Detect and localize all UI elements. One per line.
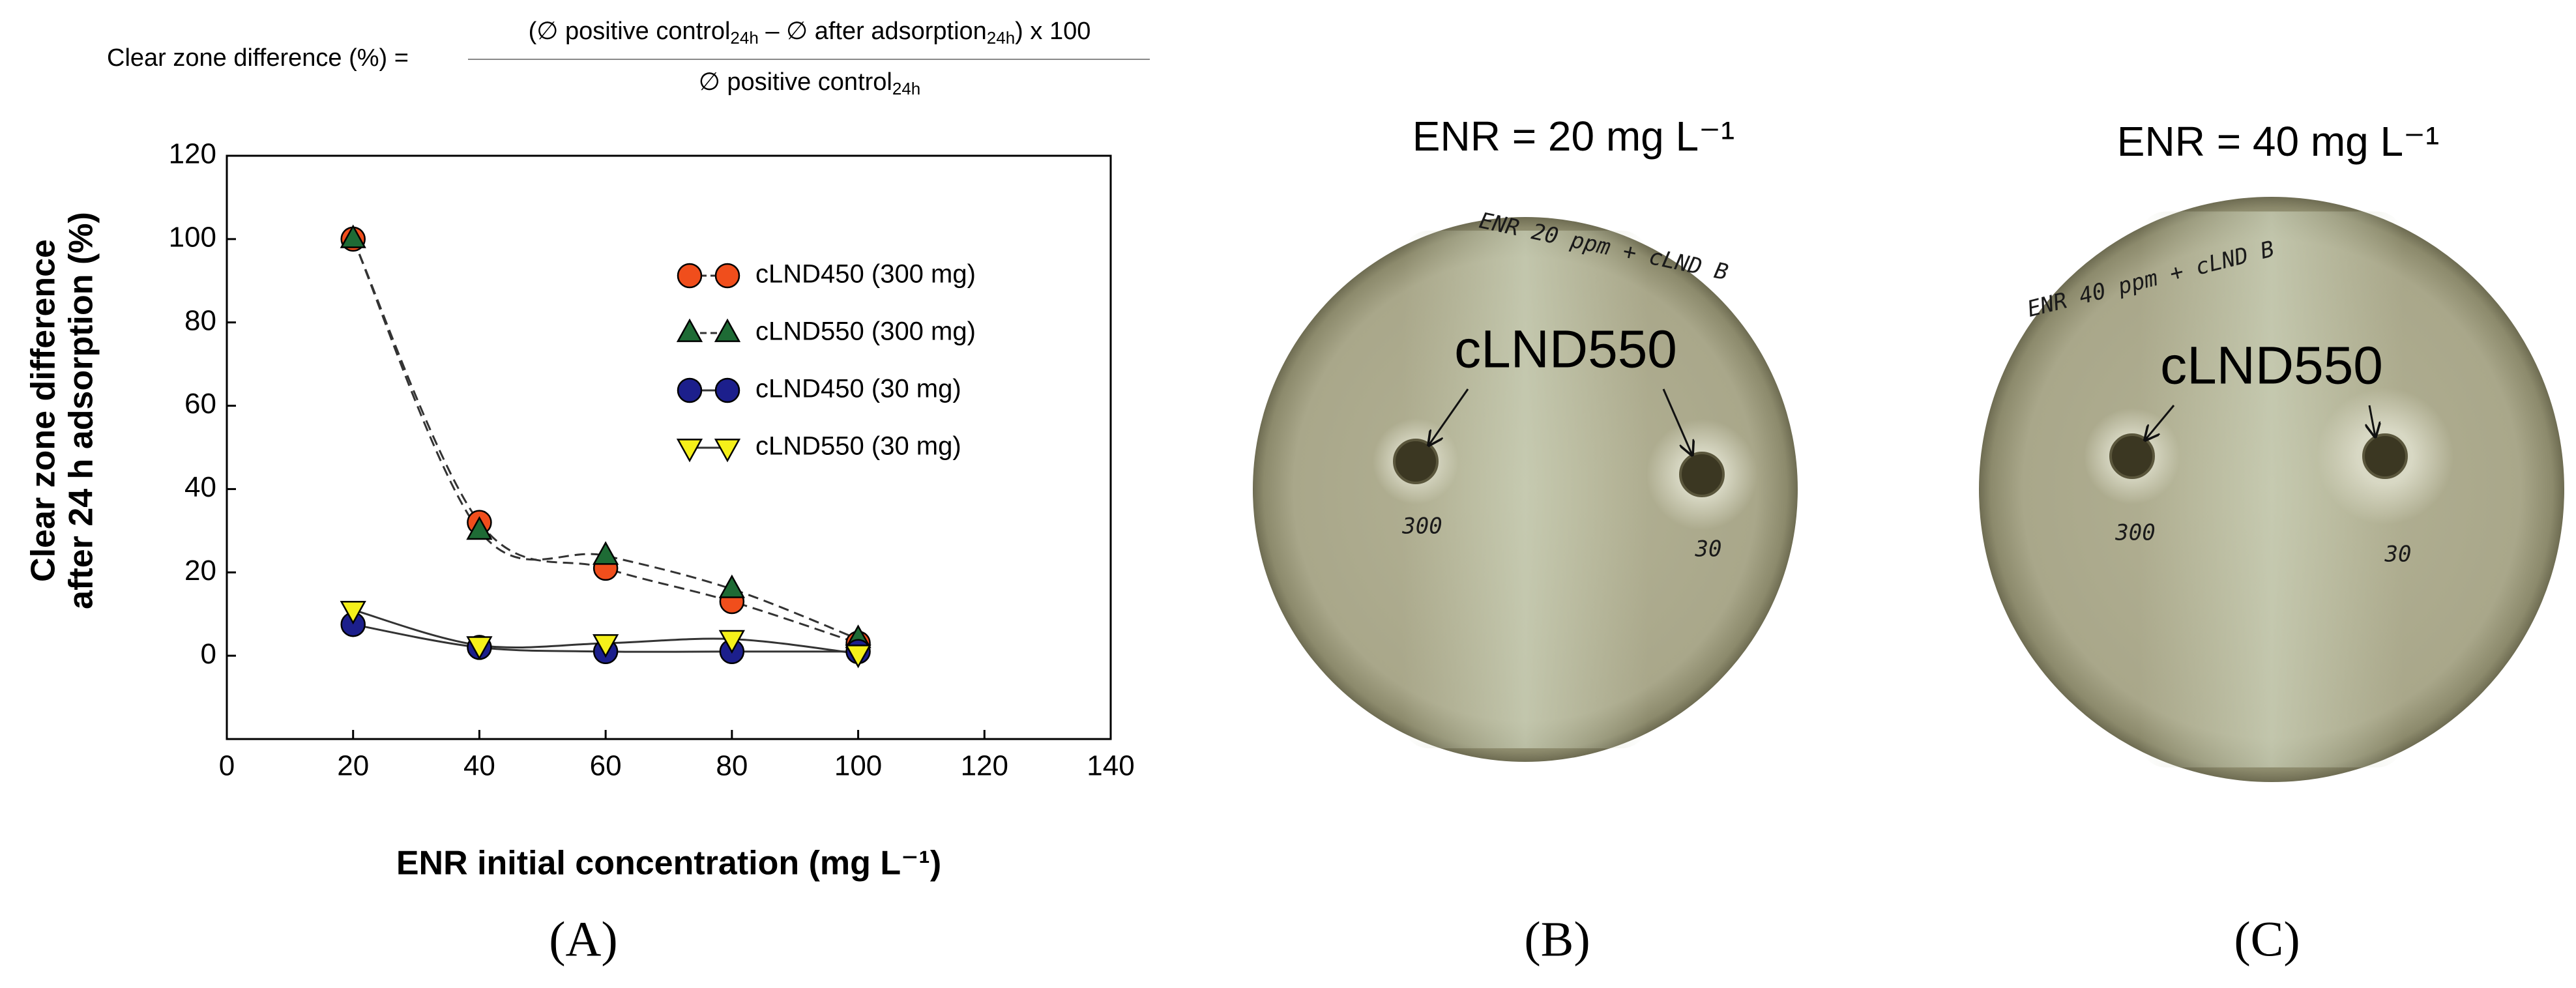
formula-part: ) x 100	[1015, 18, 1090, 45]
point	[714, 263, 740, 289]
plot-frame	[226, 154, 1112, 740]
point	[677, 263, 703, 289]
arrow	[1662, 388, 1692, 455]
formula-sub: 24h	[730, 28, 758, 48]
legend-label: cLND450 (30 mg)	[755, 375, 961, 403]
line-chart: 0 20 40 60 80 100 120 0 20 40 60 80 100 120 140 ENR ini…	[25, 138, 1135, 882]
plate-stripe	[2139, 211, 2404, 768]
photo-title: ENR = 20 mg L⁻¹	[1412, 113, 1734, 160]
handwriting: 30	[2384, 542, 2412, 568]
point	[593, 541, 619, 565]
y-tick-label: 80	[184, 304, 216, 336]
well	[2109, 433, 2155, 479]
point	[714, 377, 740, 403]
point	[340, 224, 366, 248]
photo-label: cLND550	[2160, 336, 2383, 396]
y-tick-label: 60	[184, 388, 216, 420]
formula-numerator: (∅ positive control24h – ∅ after adsorpt…	[529, 18, 1091, 48]
formula-denominator: ∅ positive control24h	[699, 68, 921, 98]
arrow	[2145, 405, 2175, 440]
x-axis-label: ENR initial concentration (mg L⁻¹)	[396, 845, 941, 882]
point	[845, 645, 871, 669]
x-tick-label: 100	[834, 750, 882, 782]
y-tick-label: 20	[184, 555, 216, 587]
point	[676, 318, 703, 342]
y-tick-label: 100	[169, 221, 216, 253]
handwriting: 300	[2115, 520, 2155, 546]
formula-part: – ∅ after adsorption	[759, 18, 987, 45]
plate-stripe	[1402, 230, 1648, 749]
legend-label: cLND550 (30 mg)	[755, 432, 961, 461]
point	[718, 630, 745, 654]
y-tick-label: 0	[201, 638, 216, 670]
x-tick-label: 60	[590, 750, 622, 782]
legend-label: cLND450 (300 mg)	[755, 260, 976, 289]
formula-sub: 24h	[892, 79, 920, 98]
y-tick-label: 40	[184, 471, 216, 503]
x-tick-label: 140	[1087, 750, 1134, 782]
arrow	[1429, 388, 1469, 445]
panel-label: (A)	[549, 912, 618, 966]
formula-part: ∅ positive control	[699, 68, 892, 96]
point	[718, 574, 745, 598]
point	[466, 516, 493, 540]
point	[466, 636, 493, 660]
point	[340, 600, 366, 625]
well	[2362, 433, 2408, 479]
y-axis-label: after 24 h adsorption (%)	[63, 212, 100, 609]
point	[714, 439, 741, 463]
series-line	[352, 239, 859, 640]
handwriting: 300	[1401, 514, 1442, 540]
point	[677, 377, 703, 403]
point	[593, 634, 619, 658]
x-tick-label: 120	[961, 750, 1008, 782]
x-tick-label: 40	[463, 750, 495, 782]
panel-label: (B)	[1524, 912, 1590, 966]
photo-title: ENR = 40 mg L⁻¹	[2117, 118, 2439, 165]
legend-label: cLND550 (300 mg)	[755, 317, 976, 346]
formula-lhs: Clear zone difference (%) =	[107, 44, 409, 72]
y-tick-label: 120	[169, 138, 216, 170]
well	[1679, 452, 1725, 497]
point	[714, 318, 741, 342]
formula-part: (∅ positive control	[529, 18, 731, 45]
series-line	[352, 239, 859, 645]
photo-label: cLND550	[1454, 320, 1677, 379]
x-tick-label: 0	[219, 750, 235, 782]
well	[1393, 439, 1439, 484]
formula-sub: 24h	[987, 28, 1015, 48]
point	[676, 439, 703, 463]
handwriting: 30	[1695, 536, 1722, 562]
y-axis-label: Clear zone difference	[25, 239, 63, 582]
x-tick-label: 20	[337, 750, 369, 782]
panel-label: (C)	[2234, 912, 2300, 966]
arrow	[2369, 405, 2375, 437]
x-tick-label: 80	[716, 750, 748, 782]
